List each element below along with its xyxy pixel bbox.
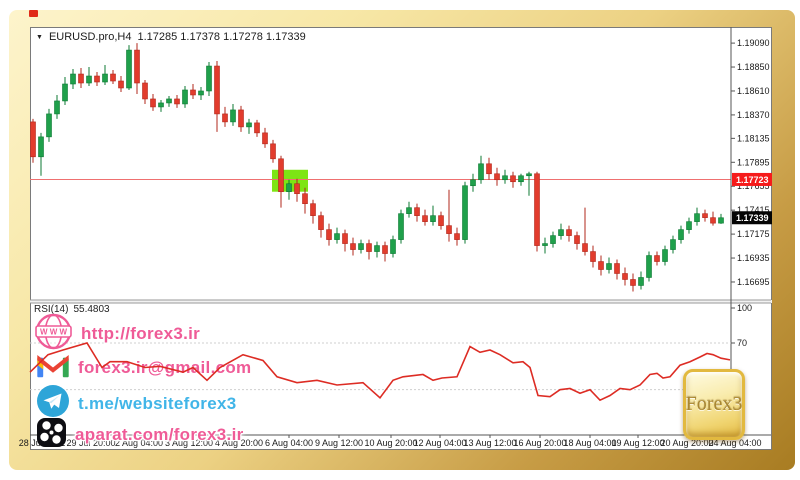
watermark-aparat-text: aparat.com/forex3.ir xyxy=(75,425,244,444)
rsi-value: 55.4803 xyxy=(73,304,110,315)
main-price-chart-area[interactable] xyxy=(30,27,731,300)
ohlc-values: 1.17285 1.17378 1.17278 1.17339 xyxy=(137,31,306,43)
badge-label: Forex3 xyxy=(685,393,743,415)
svg-text:W W W: W W W xyxy=(40,328,68,337)
red-marker xyxy=(29,10,38,17)
chart-title-bar: ▼ EURUSD.pro,H4 1.17285 1.17378 1.17278 … xyxy=(36,31,306,43)
rsi-indicator-label: RSI(14) 55.4803 xyxy=(34,304,110,315)
watermark-website-text: http://forex3.ir xyxy=(81,324,201,343)
symbol-period-label: EURUSD.pro,H4 xyxy=(48,31,132,43)
rsi-name: RSI(14) xyxy=(34,304,69,315)
forex3-gold-badge: Forex3 xyxy=(683,369,745,440)
time-axis[interactable] xyxy=(30,435,772,450)
aparat-icon xyxy=(36,417,67,453)
chevron-down-icon: ▼ xyxy=(36,33,43,41)
rsi-panel-area[interactable] xyxy=(30,303,731,435)
watermark-aparat: aparat.com/forex3.ir xyxy=(36,417,244,453)
price-axis[interactable] xyxy=(731,27,772,435)
